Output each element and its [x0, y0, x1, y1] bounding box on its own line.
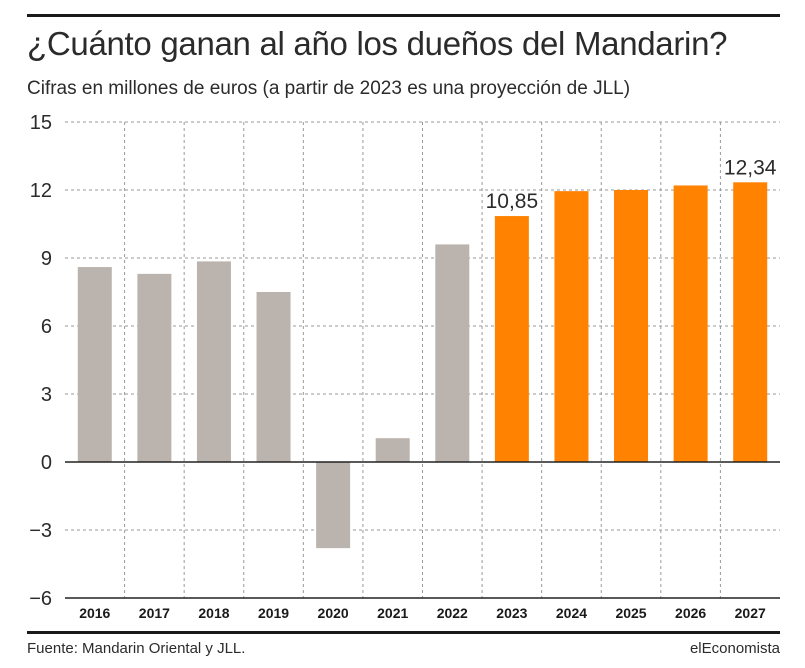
chart-subtitle: Cifras en millones de euros (a partir de… [27, 78, 631, 99]
bar [77, 267, 112, 462]
bar [256, 292, 291, 462]
y-tick-label: 0 [41, 452, 52, 474]
x-tick-label: 2020 [318, 605, 349, 621]
y-tick-label: 9 [41, 248, 52, 270]
x-tick-label: 2021 [377, 605, 408, 621]
top-rule [27, 14, 780, 17]
y-tick-label: 6 [41, 316, 52, 338]
y-tick-label: −6 [29, 588, 52, 610]
x-tick-label: 2017 [139, 605, 170, 621]
y-tick-label: 15 [30, 112, 52, 134]
bar [375, 438, 410, 462]
x-tick-label: 2018 [198, 605, 229, 621]
bar [494, 216, 529, 462]
bar [673, 185, 708, 462]
x-tick-label: 2025 [615, 605, 646, 621]
x-tick-label: 2023 [496, 605, 527, 621]
x-tick-label: 2027 [735, 605, 766, 621]
data-label: 12,34 [724, 156, 777, 179]
bar [316, 462, 351, 549]
x-tick-label: 2024 [556, 605, 587, 621]
bar [614, 190, 649, 462]
y-tick-label: −3 [29, 520, 52, 542]
x-tick-label: 2019 [258, 605, 289, 621]
x-tick-label: 2016 [79, 605, 110, 621]
source-note: Fuente: Mandarin Oriental y JLL. [27, 640, 246, 657]
y-tick-label: 3 [41, 384, 52, 406]
chart-title: ¿Cuánto ganan al año los dueños del Mand… [27, 25, 728, 62]
bar [137, 273, 172, 462]
brand-logo: elEconomista [689, 640, 780, 657]
bar [435, 244, 470, 462]
bar [554, 191, 589, 462]
x-tick-label: 2022 [437, 605, 468, 621]
x-tick-label: 2026 [675, 605, 706, 621]
data-label: 10,85 [486, 190, 539, 213]
y-tick-label: 12 [30, 180, 52, 202]
bar [196, 261, 231, 462]
bar [733, 182, 768, 462]
bottom-rule [27, 631, 780, 634]
